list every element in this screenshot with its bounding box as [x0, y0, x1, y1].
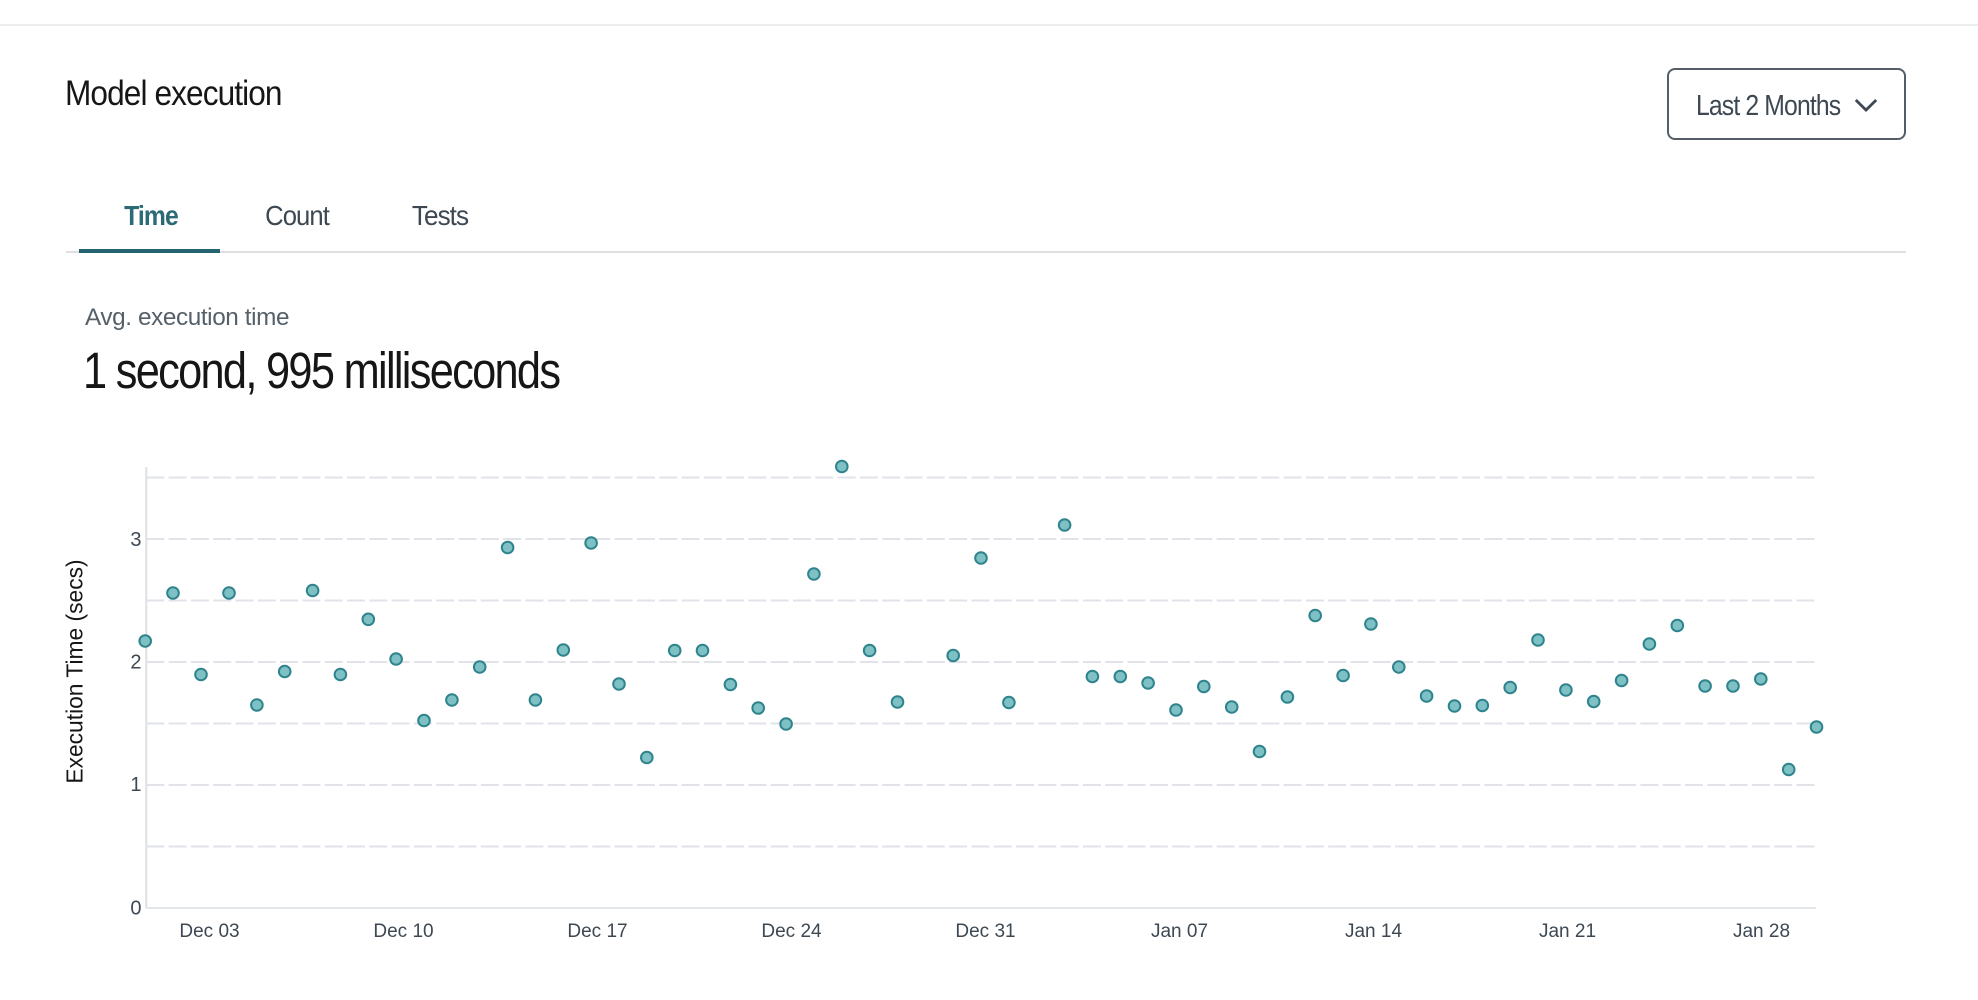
svg-text:Dec 31: Dec 31 — [955, 921, 1015, 942]
svg-text:Dec 10: Dec 10 — [373, 921, 433, 942]
svg-text:Dec 17: Dec 17 — [567, 921, 627, 942]
svg-text:Execution Time (secs): Execution Time (secs) — [62, 559, 88, 783]
svg-text:3: 3 — [130, 529, 141, 551]
svg-text:Jan 28: Jan 28 — [1733, 921, 1790, 942]
svg-text:0: 0 — [130, 897, 141, 919]
svg-text:1: 1 — [130, 774, 141, 796]
svg-text:Jan 07: Jan 07 — [1151, 921, 1208, 942]
svg-text:2: 2 — [130, 651, 141, 673]
svg-text:Dec 24: Dec 24 — [761, 921, 822, 942]
svg-text:Jan 14: Jan 14 — [1345, 921, 1402, 942]
svg-text:Jan 21: Jan 21 — [1539, 921, 1596, 942]
svg-text:Dec 03: Dec 03 — [179, 921, 239, 942]
